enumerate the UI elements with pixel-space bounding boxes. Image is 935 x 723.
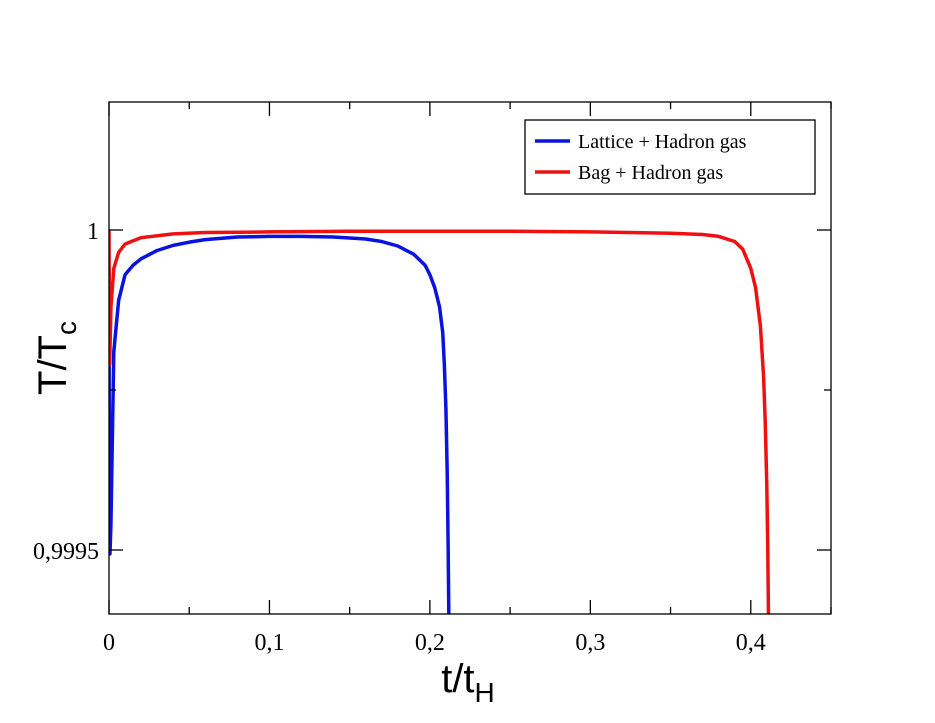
y-axis-title: T/Tc [31, 321, 82, 395]
x-tick-label-2: 0,2 [415, 630, 445, 656]
x-tick-label-1: 0,1 [254, 630, 284, 656]
legend-box [524, 119, 816, 195]
x-tick-label-0: 0 [103, 630, 115, 656]
ticks-layer [108, 102, 832, 614]
plot-frame [108, 101, 832, 615]
series-line-1 [109, 229, 771, 614]
y-tick-label-0: 0,9995 [33, 539, 99, 565]
y-tick-label-1: 1 [87, 219, 99, 245]
tick-labels-layer: 0 0,1 0,2 0,3 0,4 0,9995 1 [33, 219, 766, 656]
series-layer [109, 229, 771, 614]
legend-label-1: Bag + Hadron gas [578, 162, 723, 184]
x-tick-label-3: 0,3 [575, 630, 605, 656]
x-tick-label-4: 0,4 [736, 630, 766, 656]
series-line-0 [109, 234, 451, 614]
x-axis-title: t/tH [441, 657, 495, 708]
legend: Lattice + Hadron gas Bag + Hadron gas [524, 119, 816, 195]
legend-label-0: Lattice + Hadron gas [578, 131, 747, 153]
